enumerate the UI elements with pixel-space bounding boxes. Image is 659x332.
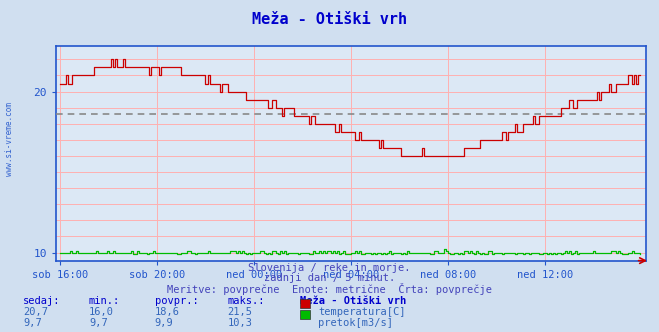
Text: Slovenija / reke in morje.: Slovenija / reke in morje. xyxy=(248,263,411,273)
Text: maks.:: maks.: xyxy=(227,296,265,306)
Text: Meža - Otiški vrh: Meža - Otiški vrh xyxy=(252,12,407,27)
Text: min.:: min.: xyxy=(89,296,120,306)
Text: www.si-vreme.com: www.si-vreme.com xyxy=(5,103,14,176)
Text: povpr.:: povpr.: xyxy=(155,296,198,306)
Text: sedaj:: sedaj: xyxy=(23,296,61,306)
Text: 9,7: 9,7 xyxy=(89,318,107,328)
Text: 9,9: 9,9 xyxy=(155,318,173,328)
Text: 20,7: 20,7 xyxy=(23,307,48,317)
Text: Meritve: povprečne  Enote: metrične  Črta: povprečje: Meritve: povprečne Enote: metrične Črta:… xyxy=(167,283,492,295)
Text: zadnji dan / 5 minut.: zadnji dan / 5 minut. xyxy=(264,273,395,283)
Text: 9,7: 9,7 xyxy=(23,318,42,328)
Text: 21,5: 21,5 xyxy=(227,307,252,317)
Text: pretok[m3/s]: pretok[m3/s] xyxy=(318,318,393,328)
Text: Meža - Otiški vrh: Meža - Otiški vrh xyxy=(300,296,406,306)
Text: 16,0: 16,0 xyxy=(89,307,114,317)
Text: 10,3: 10,3 xyxy=(227,318,252,328)
Text: 18,6: 18,6 xyxy=(155,307,180,317)
Text: temperatura[C]: temperatura[C] xyxy=(318,307,406,317)
